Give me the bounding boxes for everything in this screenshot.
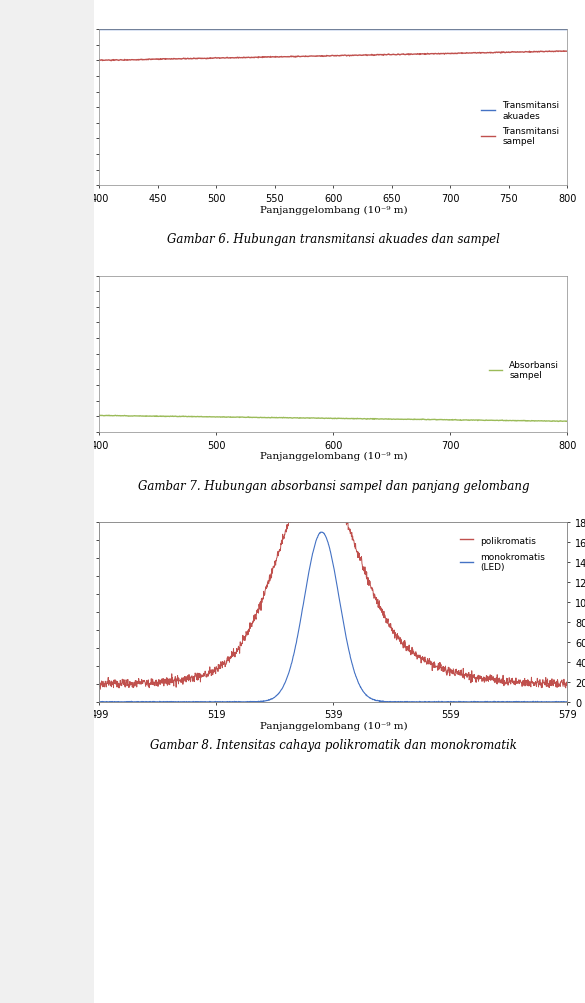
Legend: polikromatis, monokromatis
(LED): polikromatis, monokromatis (LED)	[456, 533, 549, 576]
X-axis label: Panjanggelombang (10⁻⁹ m): Panjanggelombang (10⁻⁹ m)	[260, 206, 407, 215]
Y-axis label: Transmitansi(%): Transmitansi(%)	[61, 64, 71, 151]
Y-axis label: Intensitas cahaya polikromatik
(10² Watt/m²): Intensitas cahaya polikromatik (10² Watt…	[54, 542, 73, 683]
X-axis label: Panjanggelombang (10⁻⁹ m): Panjanggelombang (10⁻⁹ m)	[260, 451, 407, 460]
Legend: Transmitansi
akuades, Transmitansi
sampel: Transmitansi akuades, Transmitansi sampe…	[478, 97, 563, 149]
Text: Gambar 7. Hubungan absorbansi sampel dan panjang gelombang: Gambar 7. Hubungan absorbansi sampel dan…	[137, 479, 529, 492]
Y-axis label: Absorbansi(au): Absorbansi(au)	[64, 314, 74, 394]
Legend: Absorbansi
sampel: Absorbansi sampel	[485, 357, 563, 383]
Text: Gambar 8. Intensitas cahaya polikromatik dan monokromatik: Gambar 8. Intensitas cahaya polikromatik…	[150, 738, 517, 751]
X-axis label: Panjanggelombang (10⁻⁹ m): Panjanggelombang (10⁻⁹ m)	[260, 721, 407, 730]
Text: Gambar 6. Hubungan transmitansi akuades dan sampel: Gambar 6. Hubungan transmitansi akuades …	[167, 233, 500, 246]
